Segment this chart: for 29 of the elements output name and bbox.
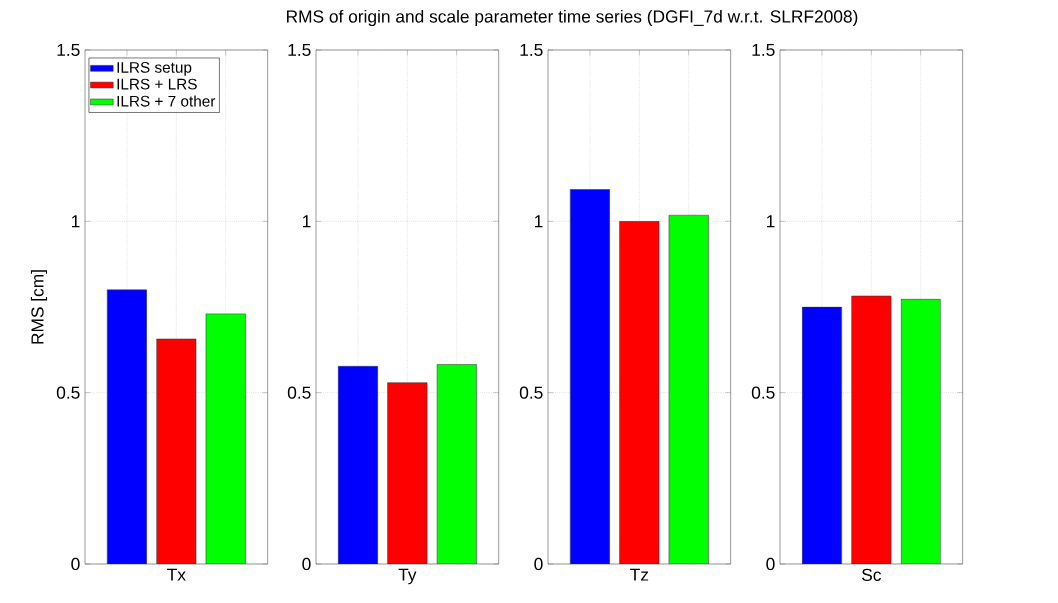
x-tick-label: Ty [398,568,417,585]
y-tick-label: 0 [534,557,543,571]
y-tick-label: 0 [766,557,775,571]
bar [619,221,660,564]
bar [900,298,941,564]
legend-label: ILRS + LRS [117,78,197,90]
y-tick-label: 1.5 [288,43,311,57]
legend-label: ILRS + 7 other [117,95,216,107]
chart-title: RMS of origin and scale parameter time series (DGFI_7d w.r.t. SLRF2008) [286,9,858,27]
y-tick-label: 0.5 [287,386,311,399]
y-tick-label: 0.5 [519,386,543,399]
y-tick-label: 1.5 [57,43,80,57]
y-tick-label: 1 [534,215,543,228]
x-tick-label: Tx [167,568,186,581]
y-tick-label: 1.5 [520,43,543,57]
y-tick-label: 1 [766,215,775,228]
y-tick-label: 1 [71,215,80,228]
y-tick-label: 0 [302,557,311,571]
legend-label: ILRS setup [117,61,192,76]
y-tick-label: 1 [302,215,311,228]
bar [668,214,709,564]
bar [205,313,246,564]
x-tick-label: Tz [630,568,649,581]
y-tick-label: 0 [71,557,80,571]
y-tick-label: 0.5 [751,386,775,399]
y-tick-label: 1.5 [752,43,775,57]
y-axis-title: RMS [cm] [30,270,48,344]
y-tick-label: 0.5 [56,386,80,399]
x-tick-label: Sc [862,568,881,581]
